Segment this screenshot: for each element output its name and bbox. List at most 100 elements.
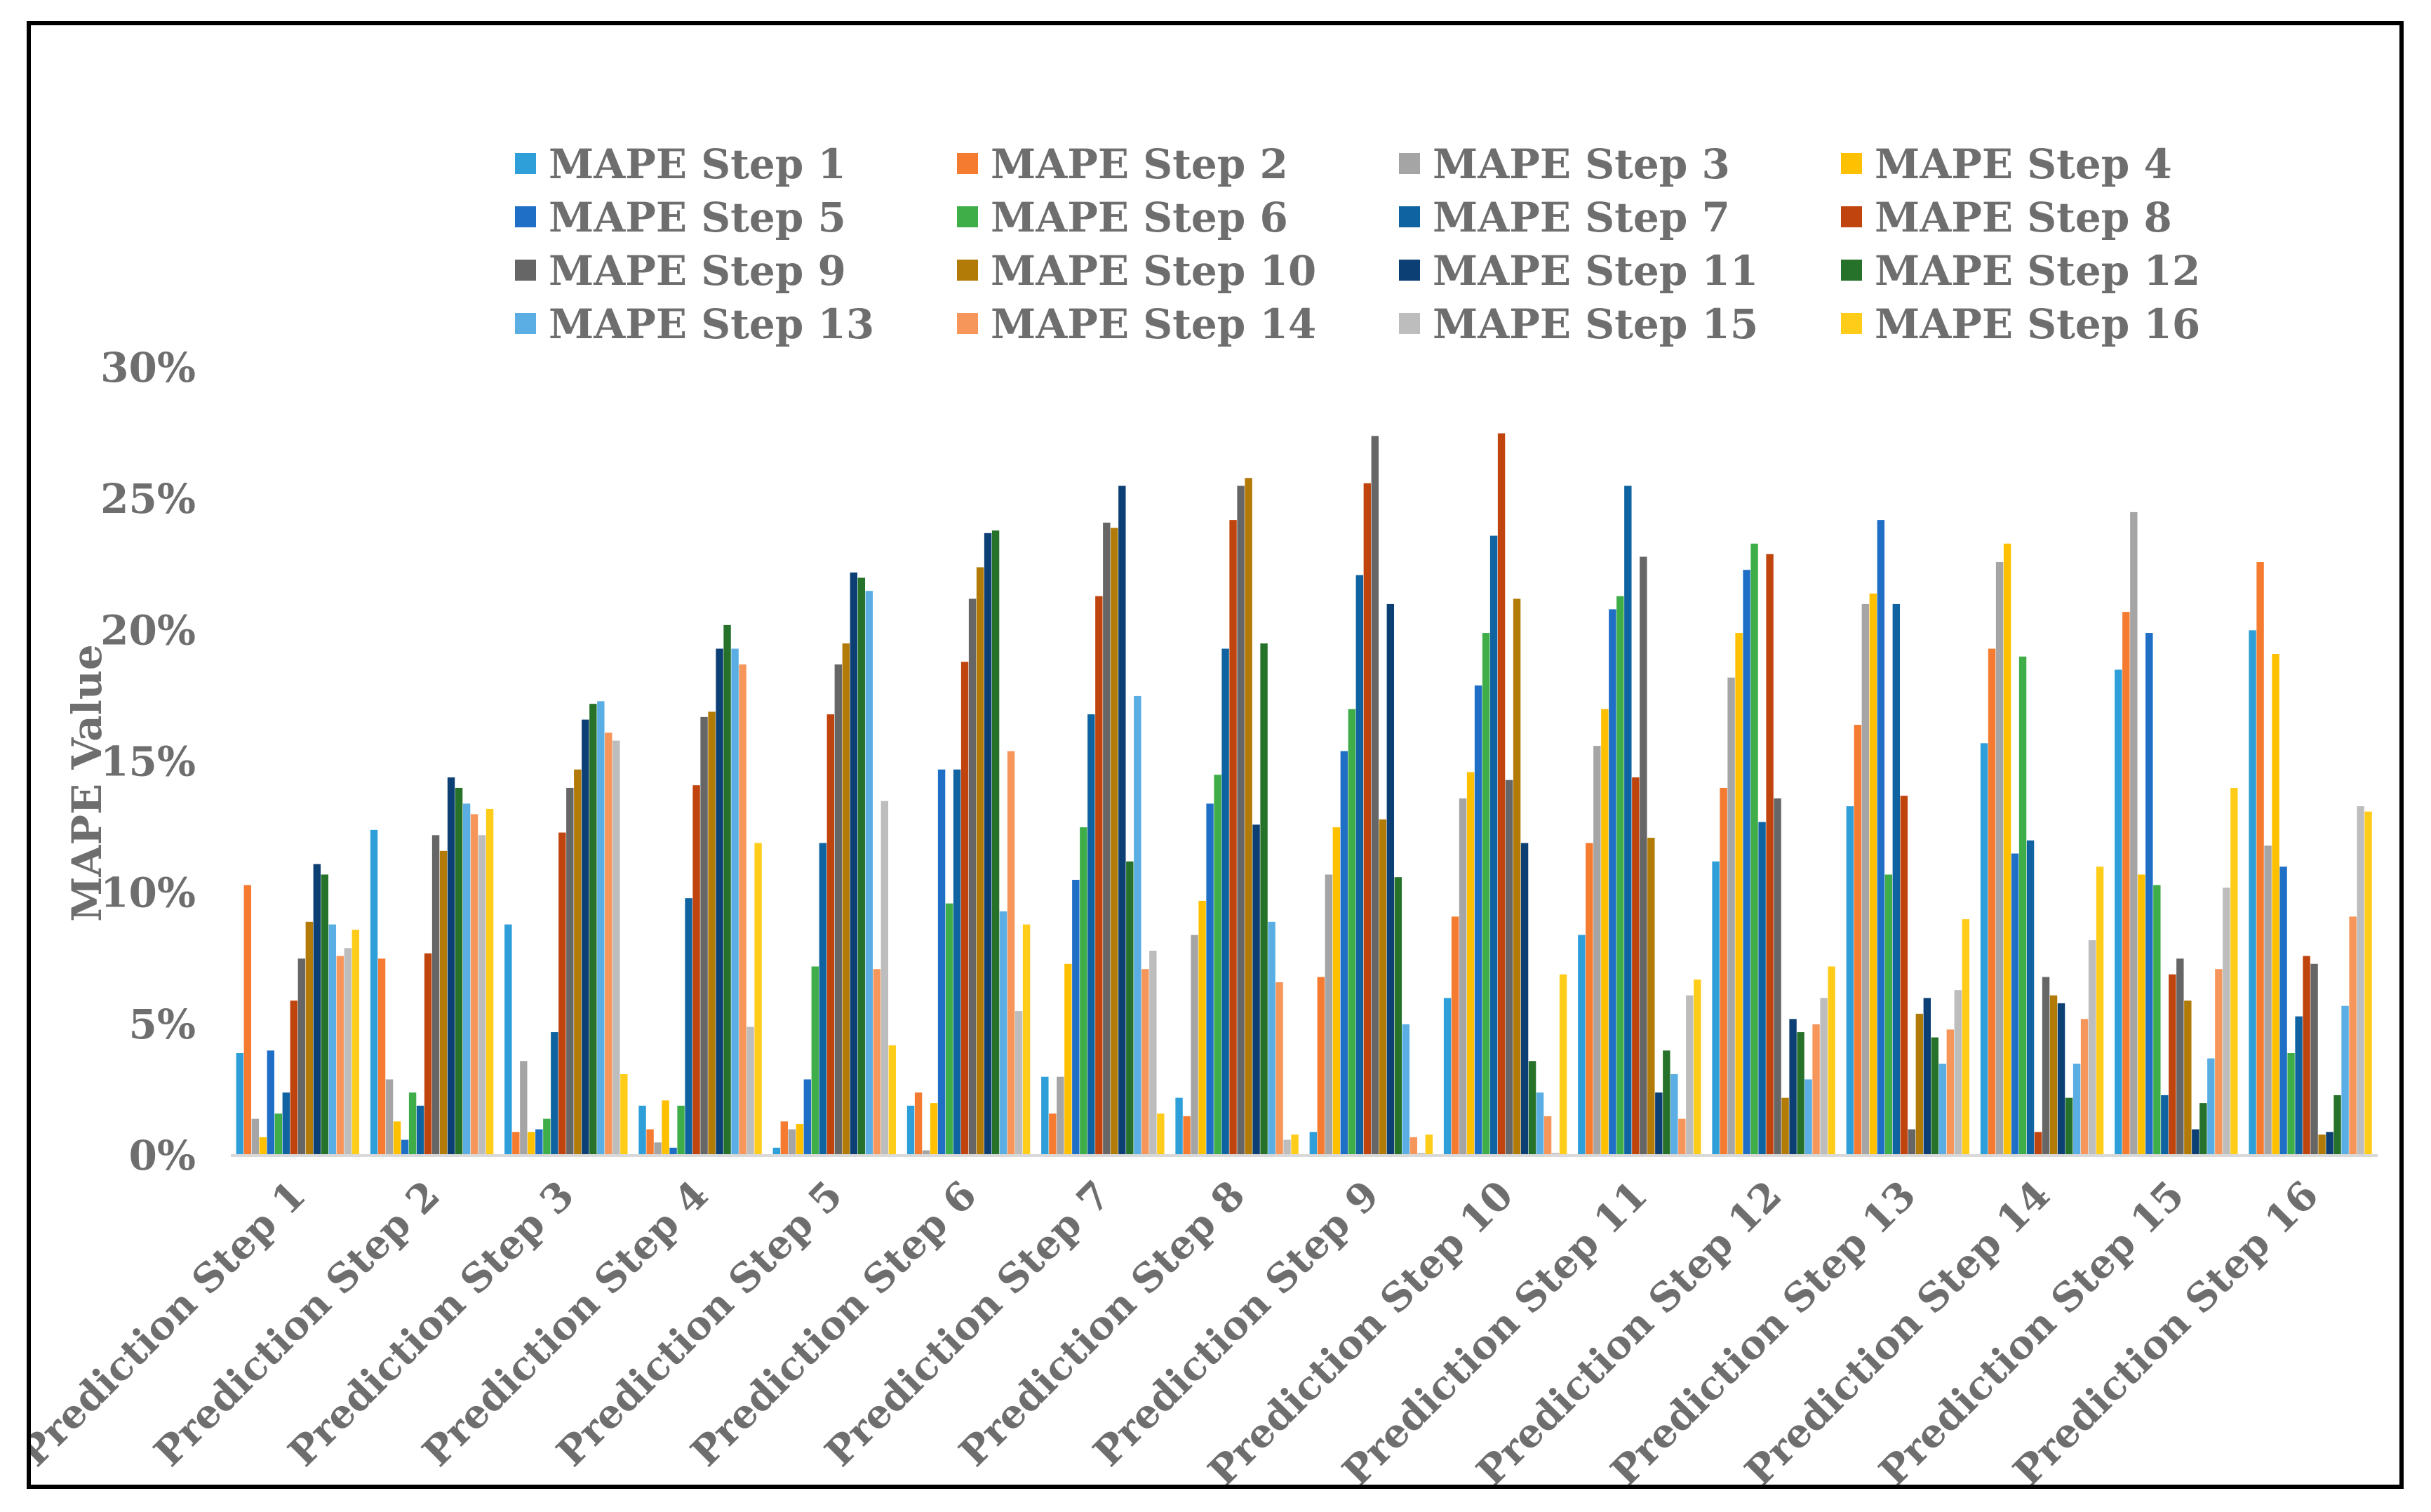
y-tick-label: 30% (100, 344, 196, 392)
bar (336, 956, 344, 1156)
bar (677, 1105, 685, 1156)
bar (2295, 1016, 2303, 1156)
bar (2287, 1053, 2295, 1156)
bar (937, 769, 946, 1156)
bar (1214, 775, 1221, 1156)
bar (2145, 633, 2153, 1156)
bar (2130, 511, 2138, 1156)
legend-item: MAPE Step 2 (957, 140, 1288, 188)
legend-swatch (957, 153, 978, 174)
bar (2153, 885, 2161, 1156)
bar (2034, 1132, 2042, 1156)
bar (2192, 1129, 2199, 1156)
bar (267, 1050, 275, 1156)
bar (328, 924, 337, 1156)
legend-item: MAPE Step 7 (1399, 194, 1730, 241)
bar (1466, 772, 1475, 1156)
y-axis: 0% 5% 10% 15% 20% 25% 30% (100, 344, 196, 1179)
bar (2176, 958, 2184, 1156)
bar (811, 966, 819, 1156)
bar (2249, 630, 2256, 1156)
bar (842, 643, 850, 1156)
bar-group (1443, 433, 1567, 1156)
bar (1325, 874, 1333, 1156)
bar-group (2249, 562, 2372, 1156)
bar (1149, 951, 1157, 1156)
bar-group (1041, 486, 1165, 1156)
bar (723, 624, 731, 1156)
bar (1118, 486, 1126, 1156)
legend-label: MAPE Step 16 (1875, 300, 2200, 348)
bar (1409, 1137, 1418, 1156)
bar (1820, 998, 1828, 1156)
bar (865, 591, 873, 1156)
bar (2184, 1001, 2192, 1156)
bar (1727, 677, 1735, 1156)
bar (1712, 861, 1720, 1156)
bar (416, 1105, 424, 1156)
y-axis-title: MAPE Value (63, 644, 111, 922)
bar (1593, 746, 1601, 1156)
legend-item: MAPE Step 1 (515, 140, 846, 188)
legend-swatch (957, 260, 978, 281)
bar (1663, 1050, 1670, 1156)
bar (243, 885, 252, 1156)
bar (1014, 1011, 1023, 1156)
bar (2003, 543, 2011, 1156)
bar (2057, 1003, 2065, 1156)
bar (746, 1026, 754, 1156)
bar (1505, 780, 1513, 1156)
bar (1980, 743, 1988, 1156)
bar (520, 1061, 528, 1156)
legend-label: MAPE Step 2 (991, 140, 1288, 188)
bar (2318, 1135, 2326, 1156)
bar (1797, 1032, 1804, 1156)
bar (1191, 935, 1198, 1156)
bar (1291, 1135, 1299, 1156)
legend-swatch (1841, 153, 1862, 174)
bar (850, 572, 858, 1156)
legend-label: MAPE Step 7 (1433, 194, 1730, 241)
legend-swatch (515, 260, 536, 281)
bar (1520, 843, 1529, 1156)
bar (1095, 596, 1103, 1156)
bar (504, 924, 512, 1156)
bar (251, 1118, 260, 1156)
y-tick-label: 15% (100, 738, 196, 786)
bar (535, 1129, 543, 1156)
bar (1846, 806, 1854, 1156)
bar (1900, 796, 1908, 1156)
legend-item: MAPE Step 12 (1841, 247, 2200, 295)
bar (2223, 888, 2230, 1156)
legend-swatch (1399, 313, 1420, 334)
legend-item: MAPE Step 14 (957, 300, 1316, 348)
bar (819, 843, 827, 1156)
bar (1022, 924, 1031, 1156)
bar (1735, 633, 1743, 1156)
bar (1355, 575, 1364, 1156)
legend-label: MAPE Step 10 (991, 247, 1316, 295)
bar (574, 769, 582, 1156)
bar (1260, 643, 1268, 1156)
bar (566, 787, 574, 1156)
bar (880, 801, 889, 1156)
bar (1064, 963, 1072, 1156)
bar (2011, 853, 2019, 1156)
bar (2138, 874, 2145, 1156)
bar (1789, 1019, 1797, 1156)
bar-group (1175, 478, 1299, 1156)
legend-item: MAPE Step 10 (957, 247, 1316, 295)
bar (1869, 593, 1877, 1156)
bar (1268, 921, 1275, 1156)
legend-item: MAPE Step 4 (1841, 140, 2172, 188)
bar (1962, 919, 1970, 1156)
bar (1141, 969, 1149, 1156)
legend-swatch (1399, 153, 1420, 174)
bar (857, 577, 866, 1156)
bar-group (1980, 543, 2104, 1156)
bar (1049, 1113, 1057, 1156)
bar (1175, 1097, 1183, 1156)
legend-swatch (957, 206, 978, 227)
bar (1609, 609, 1616, 1156)
legend-swatch (515, 313, 536, 334)
